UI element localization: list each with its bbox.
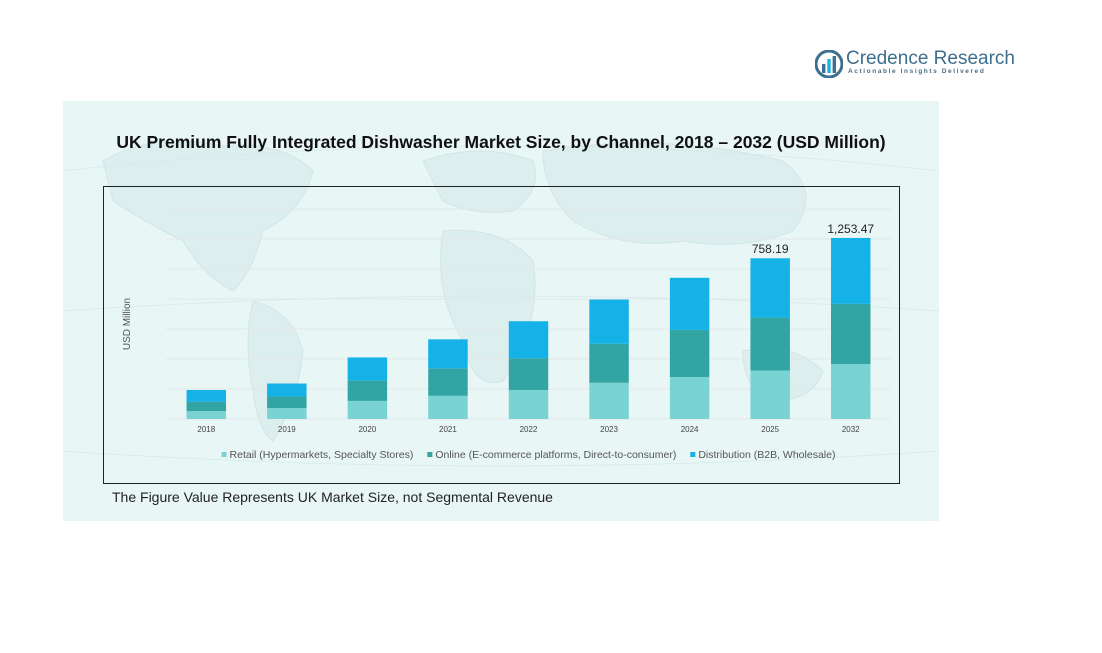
bar-segment-2025-series-2 [750,317,790,371]
bar-segment-2019-series-2 [267,396,307,409]
bar-segment-2021-series-3 [428,339,468,369]
chart-frame: USD Million 2018 2019 2020 2021 2022 2023 2024… [103,186,900,484]
legend-swatch-2 [427,452,433,457]
bar-segment-2024-series-1 [669,377,710,419]
bar-segment-2018-series-1 [186,411,227,419]
bar-segment-2032-series-1 [830,363,871,419]
chart-title: UK Premium Fully Integrated Dishwasher M… [116,132,886,152]
brand-logo: Credence Research Actionable Insights De… [815,48,1015,82]
bar-segment-2021-series-1 [428,395,468,419]
bar-segment-2022-series-2 [508,358,549,391]
bar-segment-2032-series-2 [830,303,871,364]
legend-swatch-1 [221,452,227,457]
bar-segment-2018-series-2 [186,401,227,412]
legend-swatch-3 [690,452,696,457]
legend-label-2: Online (E-commerce platforms, Direct-to-… [435,449,676,461]
x-tick-label: 2019 [278,425,296,434]
bar-segment-2023-series-3 [589,299,629,344]
bar-segment-2020-series-1 [347,400,388,419]
bar-segment-2021-series-2 [428,368,468,396]
brand-tagline: Actionable Insights Delivered [848,68,986,75]
x-tick-label: 2023 [600,425,618,434]
brand-name: Credence Research [846,48,1015,69]
bar-segment-2025-series-3 [750,258,790,318]
x-tick-label: 2018 [197,425,215,434]
bar-segment-2018-series-3 [186,390,227,402]
stacked-bar-chart: USD Million 2018 2019 2020 2021 2022 2023 2024… [122,208,891,461]
x-tick-label: 2021 [439,425,457,434]
bar-segment-2020-series-3 [347,357,388,381]
bar-segment-2023-series-1 [589,382,629,419]
data-label-2025: 758.19 [752,242,789,256]
bar-chart-icon [815,50,843,78]
bar-segment-2032-series-3 [830,237,871,304]
bar-segment-2024-series-2 [669,329,710,377]
x-tick-label: 2025 [761,425,779,434]
x-tick-label: 2020 [358,425,376,434]
x-tick-label: 2022 [520,425,538,434]
x-tick-label: 2024 [681,425,699,434]
bar-segment-2022-series-1 [508,390,549,419]
bar-segment-2024-series-3 [669,277,710,330]
bar-segment-2023-series-2 [589,343,629,383]
bar-segment-2019-series-3 [267,383,307,397]
y-axis-label: USD Million [122,298,133,350]
legend-label-3: Distribution (B2B, Wholesale) [698,449,835,461]
chart-footnote: The Figure Value Represents UK Market Si… [112,489,553,505]
bar-segment-2019-series-1 [267,408,307,419]
x-tick-label: 2032 [842,425,860,434]
bar-segment-2025-series-1 [750,370,790,419]
bar-segment-2022-series-3 [508,321,549,359]
bar-segment-2020-series-2 [347,380,388,401]
legend-label-1: Retail (Hypermarkets, Specialty Stores) [230,449,414,461]
chart-panel: UK Premium Fully Integrated Dishwasher M… [63,101,939,521]
data-label-2032: 1,253.47 [827,222,874,236]
